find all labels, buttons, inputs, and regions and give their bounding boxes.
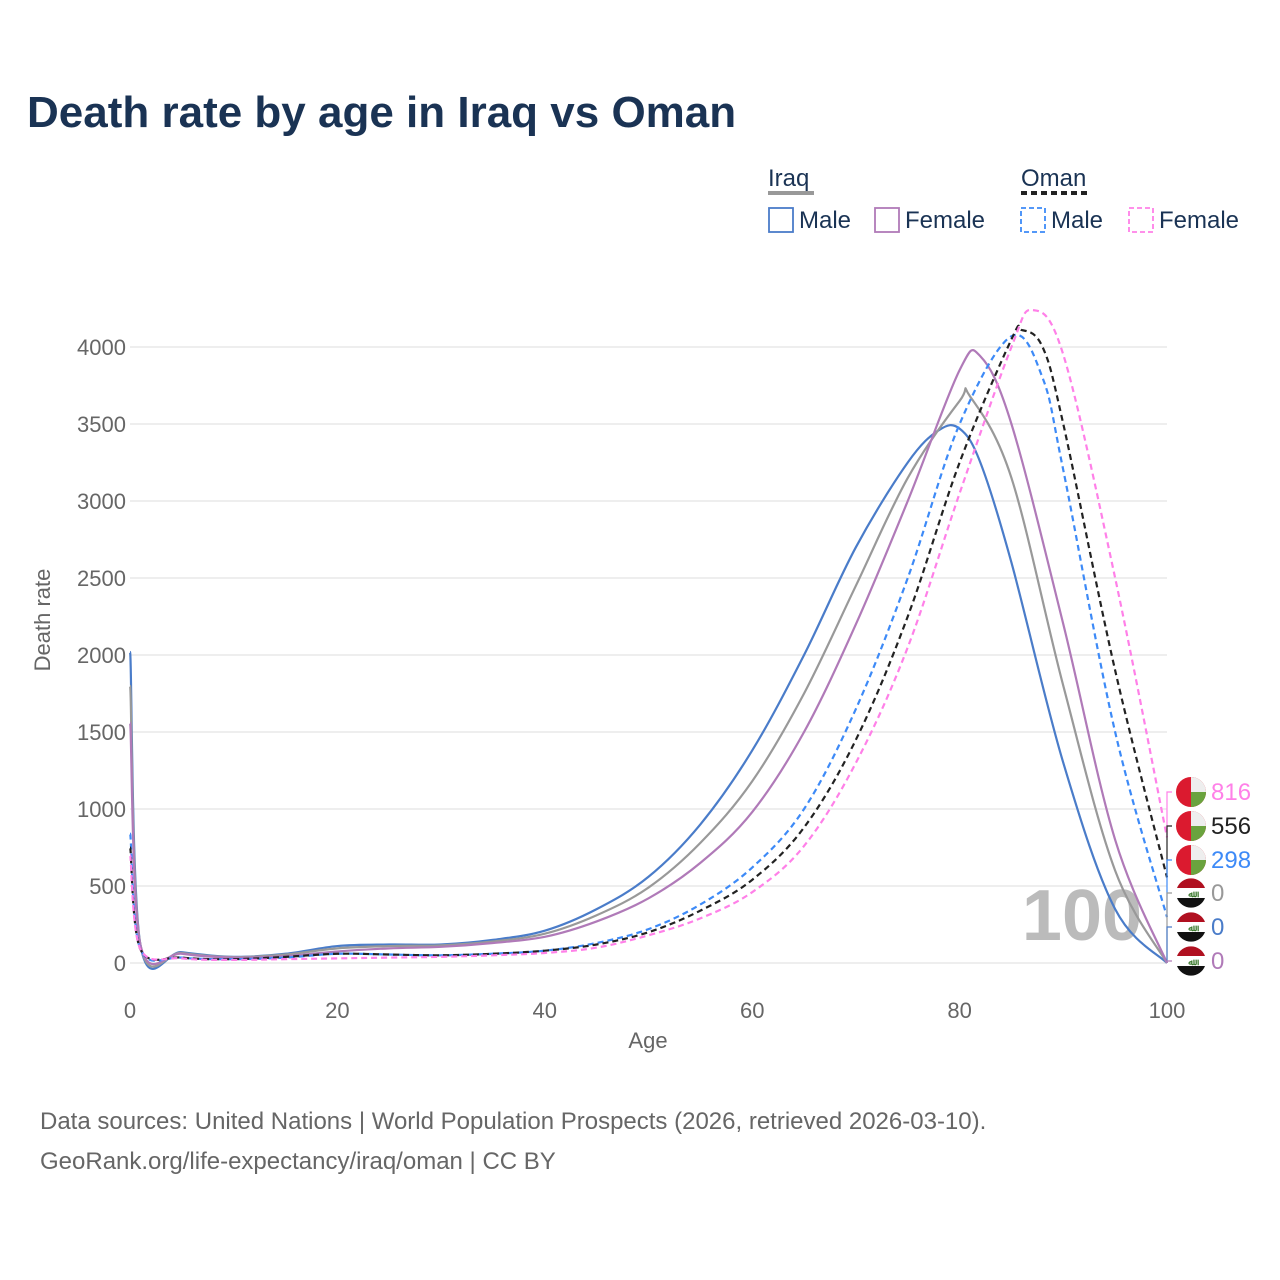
flag-part	[1191, 860, 1206, 875]
legend-swatch	[1020, 207, 1046, 233]
y-tick-label: 500	[89, 874, 126, 899]
y-tick-label: 3500	[77, 412, 126, 437]
x-tick-label: 60	[740, 998, 764, 1023]
legend-swatch	[874, 207, 900, 233]
flag-part	[1177, 946, 1205, 956]
x-tick-label: 80	[947, 998, 971, 1023]
series-line-iraq-female	[128, 349, 1169, 966]
end-value-label: 0	[1211, 914, 1224, 941]
series-line-oman-total	[128, 324, 1169, 961]
source-line: Data sources: United Nations | World Pop…	[40, 1108, 987, 1135]
end-label-connector	[1166, 926, 1172, 963]
series-line-oman-female	[128, 308, 1169, 962]
end-value-label: 556	[1211, 813, 1251, 840]
flag-part	[1177, 878, 1205, 888]
y-tick-label: 1500	[77, 720, 126, 745]
x-tick-label: 40	[533, 998, 557, 1023]
flag-part	[1177, 932, 1205, 942]
end-value-label: 0	[1211, 880, 1224, 907]
source-link[interactable]: GeoRank.org/life-expectancy/iraq/oman | …	[40, 1148, 556, 1175]
x-tick-label: 20	[325, 998, 349, 1023]
flag-part	[1191, 826, 1206, 841]
legend-group-oman: Oman	[1021, 165, 1086, 192]
legend-group-iraq: Iraq	[768, 165, 809, 192]
series-line-iraq-total	[128, 387, 1168, 968]
legend-item: Female	[1159, 207, 1239, 234]
y-tick-label: 3000	[77, 489, 126, 514]
flag-part	[1191, 792, 1206, 807]
flag-part	[1177, 912, 1205, 922]
end-label-connector	[1166, 825, 1172, 878]
y-tick-label: 2500	[77, 566, 126, 591]
end-label-connector	[1166, 892, 1172, 963]
year-watermark: 100	[1022, 876, 1142, 956]
x-tick-label: 100	[1149, 998, 1186, 1023]
y-tick-label: 2000	[77, 643, 126, 668]
end-value-label: 0	[1211, 948, 1224, 975]
x-axis-label: Age	[628, 1028, 667, 1053]
y-tick-label: 4000	[77, 335, 126, 360]
legend-item: Female	[905, 207, 985, 234]
x-tick-label: 0	[124, 998, 136, 1023]
end-label-connector	[1166, 960, 1172, 963]
series-line-oman-male	[128, 333, 1169, 962]
legend-swatch	[768, 207, 794, 233]
y-tick-label: 0	[114, 951, 126, 976]
legend-swatch	[1128, 207, 1154, 233]
flag-part	[1191, 845, 1206, 860]
flag-part	[1177, 898, 1205, 908]
end-label-connector	[1166, 859, 1172, 918]
y-axis-label: Death rate	[30, 569, 55, 672]
page-title: Death rate by age in Iraq vs Oman	[27, 88, 737, 137]
end-value-label: 816	[1211, 779, 1251, 806]
legend-item: Male	[799, 207, 851, 234]
flag-part	[1191, 777, 1206, 792]
end-label-connector	[1166, 791, 1172, 838]
flag-part	[1191, 811, 1206, 826]
legend-item: Male	[1051, 207, 1103, 234]
end-value-label: 298	[1211, 847, 1251, 874]
y-tick-label: 1000	[77, 797, 126, 822]
flag-part	[1177, 966, 1205, 976]
